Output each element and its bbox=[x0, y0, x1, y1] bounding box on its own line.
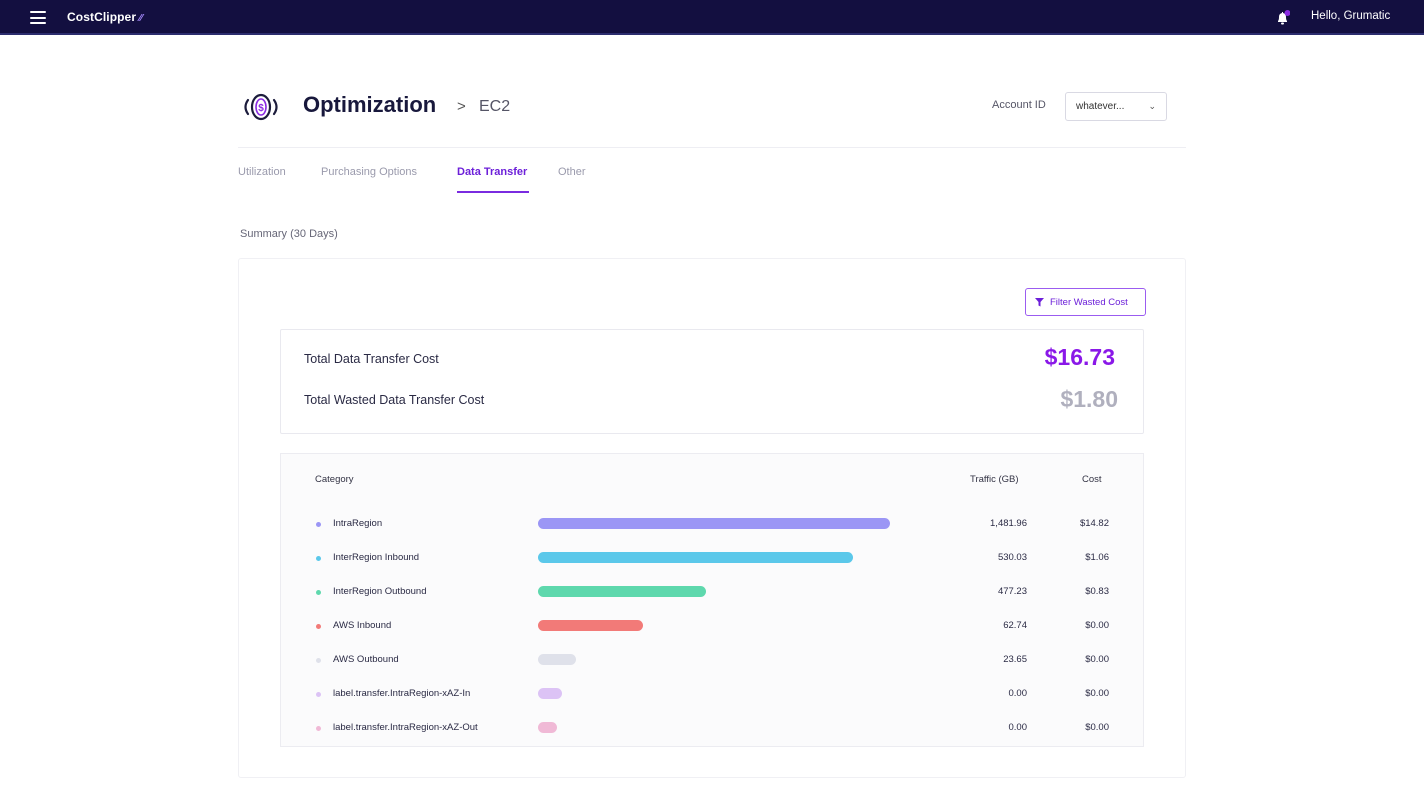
header-cost: Cost bbox=[1082, 474, 1102, 485]
category-name: InterRegion Inbound bbox=[333, 552, 420, 563]
cost-value: $14.82 bbox=[1079, 518, 1109, 529]
total-cost-label: Total Data Transfer Cost bbox=[304, 352, 439, 366]
user-greeting[interactable]: Hello, Grumatic bbox=[1311, 10, 1391, 22]
category-dot-icon bbox=[316, 556, 321, 561]
total-cost-value: $16.73 bbox=[1044, 344, 1115, 370]
traffic-value: 530.03 bbox=[997, 552, 1027, 563]
category-dot-icon bbox=[316, 624, 321, 629]
traffic-value: 0.00 bbox=[1008, 722, 1028, 733]
tab-data-transfer[interactable]: Data Transfer bbox=[457, 166, 528, 178]
table-row: InterRegion Outbound 477.23 $0.83 bbox=[281, 578, 1143, 612]
filter-icon bbox=[1035, 297, 1044, 306]
traffic-bar bbox=[538, 688, 562, 699]
wasted-cost-label: Total Wasted Data Transfer Cost bbox=[304, 393, 485, 407]
notification-bell-icon[interactable] bbox=[1276, 10, 1290, 26]
page-title: Optimization bbox=[303, 92, 437, 117]
traffic-value: 23.65 bbox=[1003, 654, 1027, 665]
svg-text:$: $ bbox=[258, 103, 264, 114]
traffic-bar bbox=[538, 518, 890, 529]
traffic-bar bbox=[538, 654, 576, 665]
category-name: AWS Outbound bbox=[333, 654, 399, 665]
hamburger-menu-icon[interactable] bbox=[30, 11, 46, 24]
cost-value: $0.00 bbox=[1085, 688, 1109, 699]
category-dot-icon bbox=[316, 522, 321, 527]
traffic-bar bbox=[538, 552, 853, 563]
category-dot-icon bbox=[316, 658, 321, 663]
cost-value: $0.00 bbox=[1085, 654, 1109, 665]
category-name: label.transfer.IntraRegion-xAZ-Out bbox=[333, 722, 478, 733]
cost-value: $0.00 bbox=[1085, 620, 1109, 631]
brand-name: CostClipper bbox=[67, 10, 137, 24]
totals-panel: Total Data Transfer Cost $16.73 Total Wa… bbox=[280, 329, 1144, 434]
table-row: AWS Outbound 23.65 $0.00 bbox=[281, 646, 1143, 680]
summary-card: Filter Wasted Cost Total Data Transfer C… bbox=[238, 258, 1186, 778]
traffic-bar bbox=[538, 586, 706, 597]
category-dot-icon bbox=[316, 590, 321, 595]
traffic-value: 1,481.96 bbox=[990, 518, 1027, 529]
category-name: label.transfer.IntraRegion-xAZ-In bbox=[333, 688, 471, 699]
transfer-table: Category Traffic (GB) Cost IntraRegion 1,… bbox=[280, 453, 1144, 747]
category-name: IntraRegion bbox=[333, 518, 383, 529]
account-id-label: Account ID bbox=[992, 99, 1046, 111]
category-name: AWS Inbound bbox=[333, 620, 392, 631]
summary-label: Summary (30 Days) bbox=[240, 228, 338, 240]
brand-mark-icon: ⁄⁄ bbox=[139, 13, 143, 24]
tab-other[interactable]: Other bbox=[558, 166, 586, 178]
breadcrumb-current: EC2 bbox=[479, 98, 511, 115]
table-row: label.transfer.IntraRegion-xAZ-In 0.00 $0.… bbox=[281, 680, 1143, 714]
filter-button-label: Filter Wasted Cost bbox=[1050, 296, 1128, 308]
account-id-select[interactable]: whatever... ⌄ bbox=[1065, 92, 1167, 121]
category-name: InterRegion Outbound bbox=[333, 586, 427, 597]
header-traffic: Traffic (GB) bbox=[970, 474, 1019, 485]
page-header: $ Optimization > EC2 Account ID whatever… bbox=[238, 88, 1186, 148]
cost-value: $0.00 bbox=[1085, 722, 1109, 733]
tab-purchasing-options[interactable]: Purchasing Options bbox=[321, 166, 417, 178]
account-id-value: whatever... bbox=[1076, 101, 1125, 112]
traffic-value: 0.00 bbox=[1008, 688, 1028, 699]
category-dot-icon bbox=[316, 692, 321, 697]
breadcrumb-chevron-icon: > bbox=[457, 98, 466, 115]
table-row: IntraRegion 1,481.96 $14.82 bbox=[281, 510, 1143, 544]
table-row: InterRegion Inbound 530.03 $1.06 bbox=[281, 544, 1143, 578]
table-row: label.transfer.IntraRegion-xAZ-Out 0.00 $0… bbox=[281, 714, 1143, 748]
cost-value: $1.06 bbox=[1085, 552, 1109, 563]
cost-optimization-icon: $ bbox=[244, 93, 278, 121]
traffic-value: 477.23 bbox=[997, 586, 1027, 597]
filter-wasted-cost-button[interactable]: Filter Wasted Cost bbox=[1025, 288, 1146, 316]
wasted-cost-value: $1.80 bbox=[1060, 386, 1118, 412]
chevron-down-icon: ⌄ bbox=[1148, 101, 1156, 111]
table-row: AWS Inbound 62.74 $0.00 bbox=[281, 612, 1143, 646]
traffic-value: 62.74 bbox=[1003, 620, 1027, 631]
cost-value: $0.83 bbox=[1085, 586, 1109, 597]
brand-logo[interactable]: CostClipper ⁄⁄ bbox=[67, 10, 143, 24]
header-category: Category bbox=[315, 474, 354, 485]
traffic-bar bbox=[538, 620, 643, 631]
top-navbar: CostClipper ⁄⁄ Hello, Grumatic bbox=[0, 0, 1424, 35]
traffic-bar bbox=[538, 722, 557, 733]
active-tab-indicator bbox=[457, 191, 529, 193]
tab-utilization[interactable]: Utilization bbox=[238, 166, 286, 178]
category-dot-icon bbox=[316, 726, 321, 731]
